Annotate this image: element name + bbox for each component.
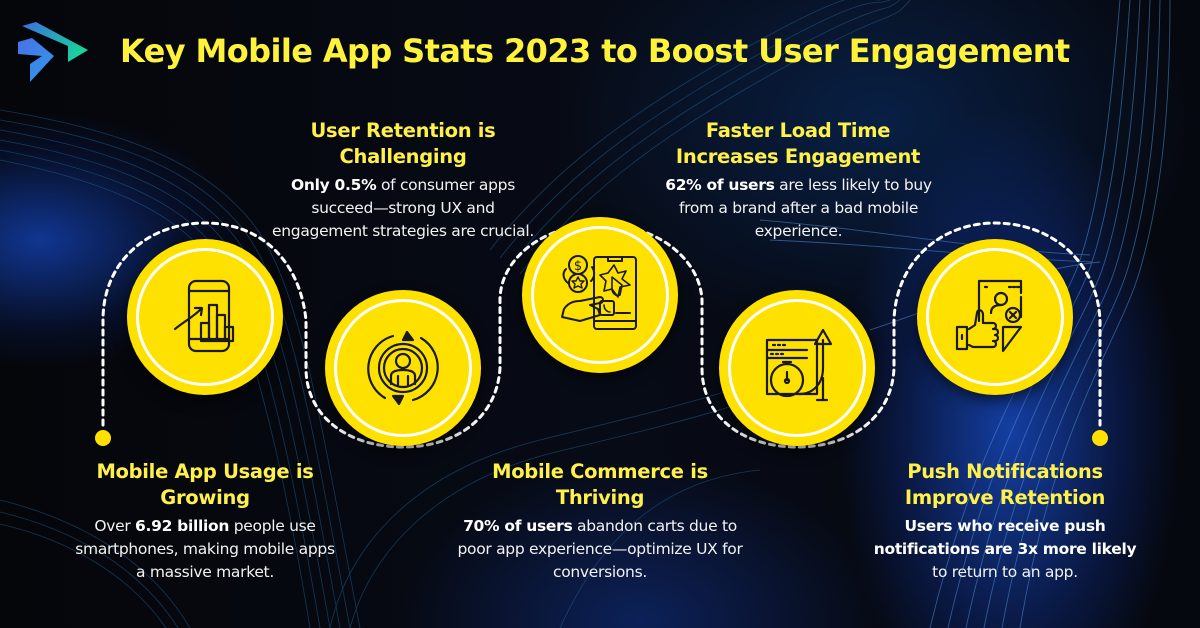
page-title: Key Mobile App Stats 2023 to Boost User … [120, 32, 1070, 70]
stat-body: 62% of users are less likely to buy from… [665, 176, 932, 240]
stat-block-usage: Mobile App Usage is Growing Over 6.92 bi… [55, 459, 355, 584]
stat-heading: Push Notifications Improve Retention [904, 460, 1106, 509]
path-end-dot [1092, 430, 1108, 446]
stat-circle-usage [127, 239, 283, 395]
stat-block-commerce: Mobile Commerce is Thriving 70% of users… [450, 459, 750, 584]
stat-heading: Mobile Commerce is Thriving [492, 460, 708, 509]
stat-block-retention: User Retention is Challenging Only 0.5% … [253, 118, 553, 243]
stat-heading: Faster Load Time Increases Engagement [675, 119, 921, 168]
stat-circle-loadtime [719, 290, 875, 446]
stat-body: Only 0.5% of consumer apps succeed—stron… [272, 176, 534, 240]
brand-arrow-logo [18, 22, 88, 82]
stat-body: Over 6.92 billion people use smartphones… [75, 517, 335, 581]
user-cycle-retention-icon [367, 330, 439, 406]
stat-heading: User Retention is Challenging [310, 119, 496, 168]
stat-circle-commerce: $ [522, 217, 678, 373]
svg-text:$: $ [574, 259, 582, 274]
path-start-dot [95, 430, 111, 446]
stat-body: Users who receive push notifications are… [873, 517, 1137, 581]
phone-growth-chart-icon [173, 279, 235, 353]
stat-block-loadtime: Faster Load Time Increases Engagement 62… [648, 118, 948, 243]
stat-body: 70% of users abandon carts due to poor a… [457, 517, 743, 581]
stat-block-push: Push Notifications Improve Retention Use… [855, 459, 1155, 584]
stopwatch-speed-icon [765, 328, 833, 402]
mobile-commerce-tap-icon: $ [561, 255, 637, 330]
stat-heading: Mobile App Usage is Growing [96, 460, 314, 509]
notification-thumbs-up-icon [955, 279, 1023, 353]
stat-circle-retention [325, 290, 481, 446]
stat-circle-push [917, 239, 1073, 395]
